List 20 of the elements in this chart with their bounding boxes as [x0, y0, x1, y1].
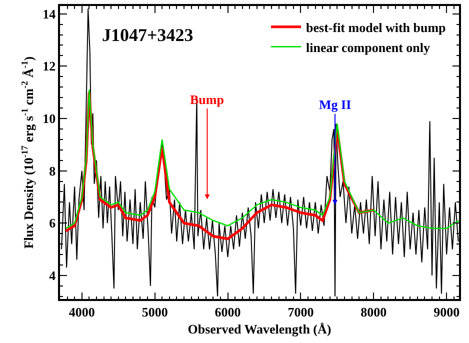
legend-label: best-fit model with bump — [306, 20, 446, 35]
x-tick-label: 6000 — [214, 304, 241, 320]
line-series — [65, 89, 459, 230]
x-tick-label: 4000 — [68, 304, 95, 320]
annotation: Mg II — [319, 97, 352, 112]
y-tick-label: 12 — [42, 58, 56, 74]
annotation: J1047+3423 — [102, 25, 194, 45]
legend-label: linear component only — [306, 40, 431, 55]
y-tick-label: 8 — [49, 163, 56, 178]
x-tick-label: 7000 — [288, 304, 314, 320]
x-axis-title: Observed Wavelength (Å) — [188, 321, 332, 336]
y-tick-label: 4 — [49, 268, 56, 284]
y-tick-label: 14 — [42, 6, 56, 22]
annotation: Bump — [190, 92, 224, 107]
line-series — [60, 8, 459, 297]
x-tick-label: 8000 — [360, 304, 387, 320]
x-tick-label: 9000 — [434, 304, 460, 320]
y-tick-label: 10 — [42, 111, 56, 126]
y-tick-label: 6 — [49, 216, 56, 231]
x-tick-label: 5000 — [142, 304, 168, 320]
